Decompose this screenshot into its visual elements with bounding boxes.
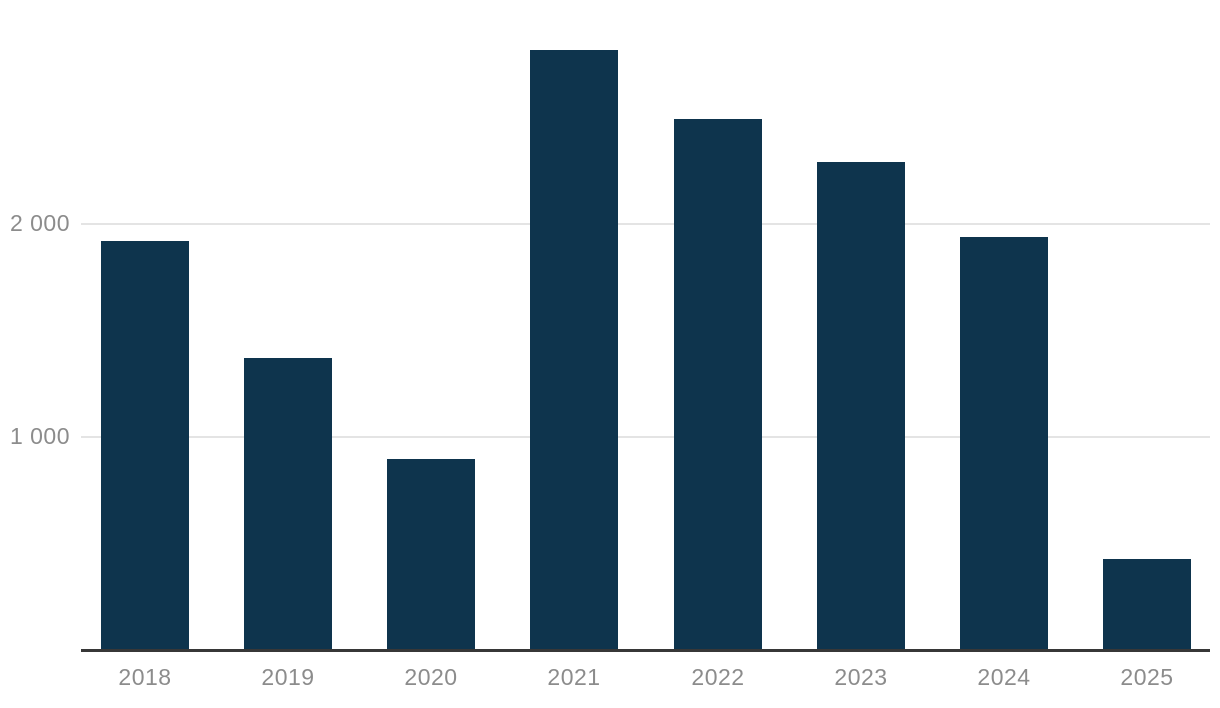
bar-2019: [244, 358, 332, 649]
x-tick-label: 2018: [118, 664, 172, 690]
x-axis-line: [81, 649, 1210, 652]
y-tick-label: 2 000: [9, 210, 70, 236]
bar-2018: [101, 241, 189, 649]
x-tick-label: 2019: [261, 664, 315, 690]
bar-2025: [1103, 559, 1191, 649]
bar-2020: [387, 459, 475, 649]
bar-2024: [960, 237, 1048, 649]
gridline-1000: [81, 435, 1210, 438]
x-tick-label: 2020: [404, 664, 458, 690]
y-tick-label: 1 000: [9, 422, 70, 449]
x-tick-label: 2022: [691, 664, 745, 690]
x-tick-label: 2021: [547, 664, 601, 690]
x-tick-label: 2023: [834, 664, 888, 690]
gridline-2000: [81, 223, 1210, 225]
x-tick-label: 2025: [1120, 664, 1174, 690]
bar-2021: [530, 50, 618, 649]
bar-2022: [674, 119, 762, 649]
x-tick-label: 2024: [977, 664, 1031, 690]
bar-2023: [817, 162, 905, 649]
